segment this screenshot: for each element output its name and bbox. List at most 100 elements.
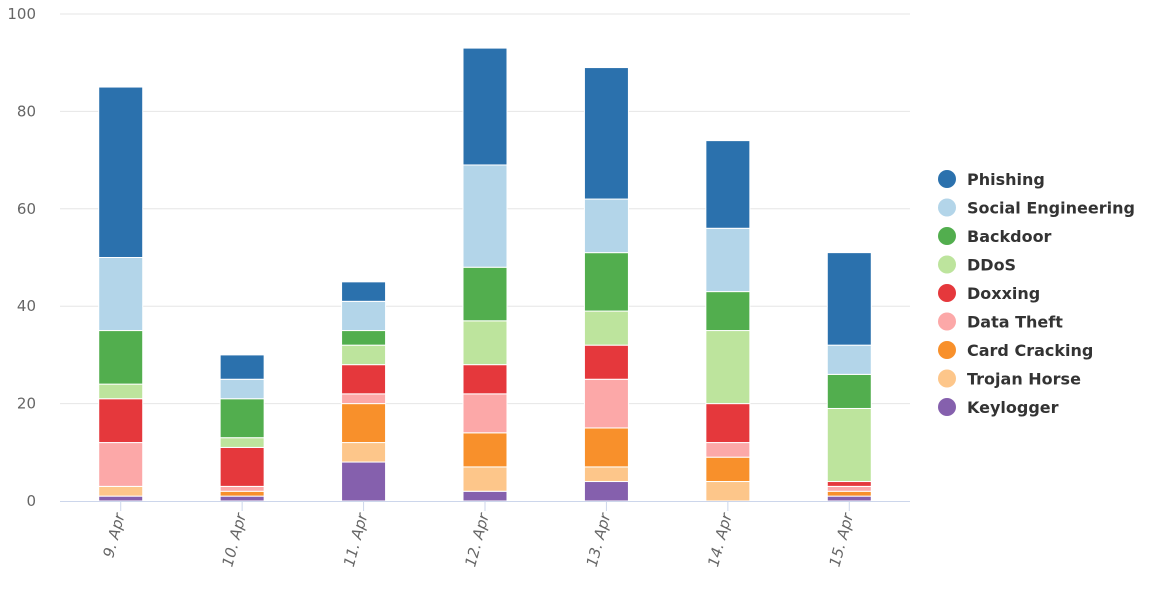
bar-segment-keylogger-13-apr[interactable] <box>583 481 629 502</box>
bar-segment-ddos-13-apr[interactable] <box>583 310 629 346</box>
x-tick-label: 13. Apr <box>583 511 615 569</box>
bar-segment-doxxing-14-apr[interactable] <box>705 403 751 444</box>
x-tick-label: 10. Apr <box>218 511 250 569</box>
legend-marker <box>938 227 956 245</box>
legend-label: Social Engineering <box>967 199 1135 218</box>
legend-item-backdoor[interactable]: Backdoor <box>938 227 1052 246</box>
bar-segment-social-engineering-13-apr[interactable] <box>583 198 629 254</box>
bar-segment-phishing-10-apr[interactable] <box>219 354 265 380</box>
legend-marker <box>938 398 956 416</box>
bar-segment-social-engineering-12-apr[interactable] <box>462 164 508 268</box>
bar-segment-data-theft-12-apr[interactable] <box>462 393 508 434</box>
bar-segment-backdoor-13-apr[interactable] <box>583 252 629 312</box>
bar-segment-ddos-15-apr[interactable] <box>826 407 872 483</box>
bar-segment-trojan-horse-14-apr[interactable] <box>705 481 751 502</box>
legend-marker <box>938 341 956 359</box>
legend-marker <box>938 198 956 217</box>
legend-label: Card Cracking <box>967 341 1093 360</box>
bar-segment-social-engineering-11-apr[interactable] <box>341 300 387 332</box>
bar-segment-trojan-horse-11-apr[interactable] <box>341 442 387 463</box>
bar-segment-backdoor-10-apr[interactable] <box>219 398 265 439</box>
y-tick-label: 100 <box>7 5 36 23</box>
bar-segment-social-engineering-14-apr[interactable] <box>705 227 751 293</box>
legend-label: DDoS <box>967 256 1016 275</box>
bar-segment-doxxing-10-apr[interactable] <box>219 446 265 487</box>
legend-marker <box>938 312 956 331</box>
bar-segment-data-theft-11-apr[interactable] <box>341 393 387 405</box>
bar-segment-card-cracking-10-apr[interactable] <box>219 490 265 497</box>
bar-segment-data-theft-13-apr[interactable] <box>583 378 629 429</box>
bar-segment-ddos-14-apr[interactable] <box>705 330 751 405</box>
y-tick-label: 80 <box>17 102 36 120</box>
legend-label: Doxxing <box>967 284 1040 303</box>
bar-segment-backdoor-9-apr[interactable] <box>98 330 144 385</box>
bar-segment-keylogger-11-apr[interactable] <box>341 461 387 502</box>
bar-segment-backdoor-15-apr[interactable] <box>826 373 872 409</box>
bars <box>98 47 872 502</box>
legend-item-keylogger[interactable]: Keylogger <box>938 398 1059 417</box>
legend-item-social-engineering[interactable]: Social Engineering <box>938 198 1135 218</box>
bar-segment-card-cracking-14-apr[interactable] <box>705 456 751 483</box>
bar-segment-backdoor-11-apr[interactable] <box>341 330 387 346</box>
bar-segment-phishing-14-apr[interactable] <box>705 140 751 229</box>
bar-segment-phishing-9-apr[interactable] <box>98 86 144 258</box>
bar-segment-keylogger-15-apr[interactable] <box>826 495 872 502</box>
bar-segment-doxxing-15-apr[interactable] <box>826 481 872 487</box>
bar-segment-trojan-horse-9-apr[interactable] <box>98 485 144 497</box>
bar-segment-data-theft-15-apr[interactable] <box>826 485 872 492</box>
bar-segment-phishing-13-apr[interactable] <box>583 67 629 200</box>
legend: Phishing Social Engineering Backdoor DDoS Do… <box>938 170 1135 417</box>
bar-segment-phishing-11-apr[interactable] <box>341 281 387 302</box>
x-tick-label: 14. Apr <box>704 511 736 569</box>
bar-segment-card-cracking-12-apr[interactable] <box>462 432 508 468</box>
legend-label: Phishing <box>967 170 1045 189</box>
bar-segment-card-cracking-11-apr[interactable] <box>341 403 387 444</box>
bar-segment-social-engineering-10-apr[interactable] <box>219 378 265 400</box>
bar-segment-keylogger-12-apr[interactable] <box>462 490 508 502</box>
bar-segment-card-cracking-13-apr[interactable] <box>583 427 629 468</box>
bar-segment-phishing-12-apr[interactable] <box>462 47 508 166</box>
bar-segment-ddos-11-apr[interactable] <box>341 344 387 366</box>
legend-item-card-cracking[interactable]: Card Cracking <box>938 341 1093 360</box>
legend-marker <box>938 284 956 302</box>
legend-marker <box>938 369 956 388</box>
y-tick-label: 20 <box>17 395 36 413</box>
bar-segment-data-theft-10-apr[interactable] <box>219 485 265 492</box>
y-tick-label: 60 <box>17 200 36 218</box>
bar-segment-trojan-horse-13-apr[interactable] <box>583 466 629 483</box>
legend-label: Backdoor <box>967 227 1052 246</box>
bar-segment-keylogger-10-apr[interactable] <box>219 495 265 502</box>
legend-item-data-theft[interactable]: Data Theft <box>938 312 1063 332</box>
x-tick-label: 15. Apr <box>826 511 858 569</box>
bar-segment-trojan-horse-12-apr[interactable] <box>462 466 508 492</box>
legend-marker <box>938 170 956 188</box>
legend-item-phishing[interactable]: Phishing <box>938 170 1045 189</box>
legend-marker <box>938 255 956 274</box>
bar-segment-backdoor-14-apr[interactable] <box>705 291 751 332</box>
bar-segment-doxxing-9-apr[interactable] <box>98 398 144 444</box>
bar-segment-data-theft-9-apr[interactable] <box>98 442 144 487</box>
bar-segment-social-engineering-9-apr[interactable] <box>98 257 144 332</box>
bar-segment-doxxing-13-apr[interactable] <box>583 344 629 380</box>
bar-segment-card-cracking-15-apr[interactable] <box>826 490 872 497</box>
x-tick-label: 11. Apr <box>340 511 372 569</box>
legend-item-doxxing[interactable]: Doxxing <box>938 284 1040 303</box>
y-tick-label: 0 <box>26 492 36 510</box>
x-tick-label: 12. Apr <box>461 511 493 569</box>
bar-segment-backdoor-12-apr[interactable] <box>462 266 508 322</box>
bar-segment-doxxing-12-apr[interactable] <box>462 364 508 395</box>
legend-item-ddos[interactable]: DDoS <box>938 255 1016 275</box>
bar-segment-ddos-10-apr[interactable] <box>219 437 265 448</box>
bar-segment-doxxing-11-apr[interactable] <box>341 364 387 395</box>
bar-segment-ddos-12-apr[interactable] <box>462 320 508 366</box>
bar-segment-keylogger-9-apr[interactable] <box>98 495 144 502</box>
legend-item-trojan-horse[interactable]: Trojan Horse <box>938 369 1081 389</box>
bar-segment-social-engineering-15-apr[interactable] <box>826 344 872 375</box>
legend-label: Data Theft <box>967 313 1063 332</box>
legend-label: Trojan Horse <box>967 370 1081 389</box>
legend-label: Keylogger <box>967 398 1059 417</box>
bar-segment-phishing-15-apr[interactable] <box>826 252 872 346</box>
bar-segment-ddos-9-apr[interactable] <box>98 383 144 400</box>
bar-segment-data-theft-14-apr[interactable] <box>705 442 751 458</box>
